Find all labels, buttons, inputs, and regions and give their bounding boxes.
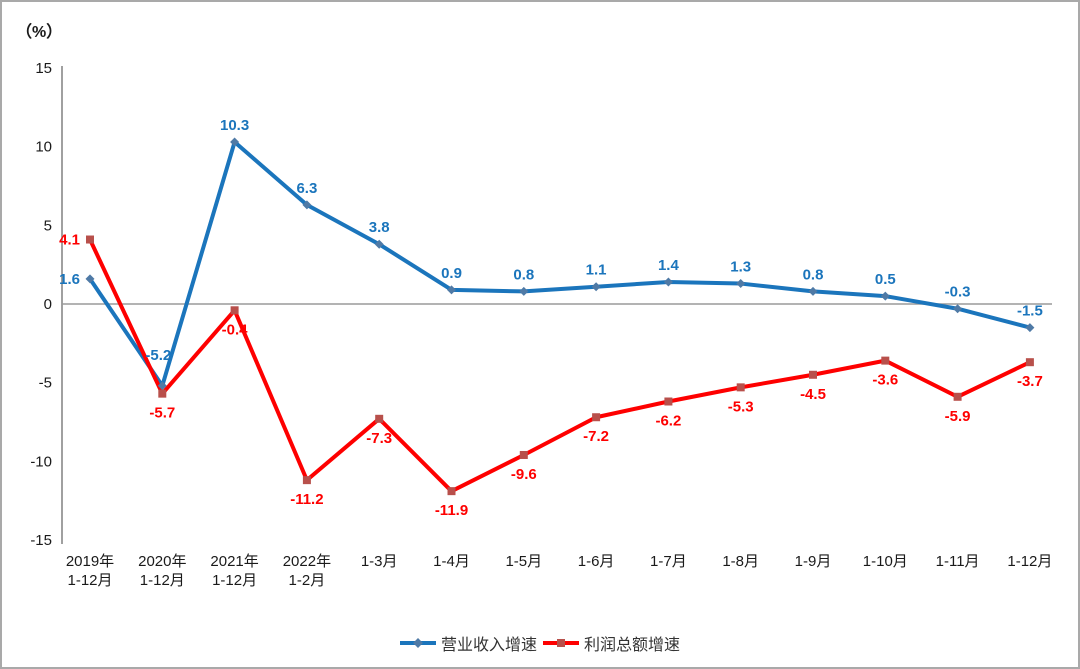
chart-legend: 营业收入增速 利润总额增速 — [2, 631, 1078, 655]
svg-text:-7.2: -7.2 — [583, 428, 609, 445]
svg-text:15: 15 — [35, 60, 52, 77]
legend-item-revenue-growth: 营业收入增速 — [399, 631, 537, 655]
svg-text:-5.7: -5.7 — [149, 405, 175, 422]
svg-text:1-5月: 1-5月 — [505, 553, 542, 570]
svg-text:0.9: 0.9 — [441, 265, 462, 282]
y-axis-unit-label: （%） — [16, 24, 63, 41]
svg-text:1-10月: 1-10月 — [863, 553, 908, 570]
svg-text:-9.6: -9.6 — [511, 466, 537, 483]
svg-text:-5: -5 — [39, 375, 52, 392]
legend-label-profit-growth: 利润总额增速 — [584, 637, 681, 654]
diamond-marker-icon — [413, 638, 423, 648]
svg-text:10: 10 — [35, 139, 52, 156]
svg-text:3.8: 3.8 — [369, 219, 390, 236]
svg-text:-3.6: -3.6 — [872, 372, 898, 389]
svg-text:5: 5 — [44, 217, 52, 234]
legend-item-profit-growth: 利润总额增速 — [543, 631, 680, 655]
svg-text:1-7月: 1-7月 — [650, 553, 687, 570]
svg-text:1-4月: 1-4月 — [433, 553, 470, 570]
svg-text:-3.7: -3.7 — [1017, 373, 1043, 390]
svg-text:-15: -15 — [30, 532, 52, 549]
svg-text:-0.3: -0.3 — [945, 284, 971, 301]
svg-text:4.1: 4.1 — [59, 232, 80, 249]
svg-text:-5.3: -5.3 — [728, 398, 754, 415]
svg-text:-6.2: -6.2 — [655, 413, 681, 430]
svg-text:10.3: 10.3 — [220, 117, 249, 134]
svg-text:2021年: 2021年 — [210, 553, 258, 570]
svg-text:1-12月: 1-12月 — [1007, 553, 1052, 570]
svg-text:1-11月: 1-11月 — [936, 553, 980, 570]
svg-text:6.3: 6.3 — [296, 180, 317, 197]
red-line-sample-icon — [543, 639, 579, 647]
svg-text:0.8: 0.8 — [803, 266, 824, 283]
svg-text:-5.2: -5.2 — [145, 347, 171, 364]
svg-text:-4.5: -4.5 — [800, 386, 826, 403]
svg-text:-1.5: -1.5 — [1017, 303, 1043, 320]
svg-text:-11.9: -11.9 — [435, 502, 468, 519]
legend-label-revenue-growth: 营业收入增速 — [440, 637, 537, 654]
svg-text:0.8: 0.8 — [513, 266, 534, 283]
svg-text:2019年: 2019年 — [66, 553, 114, 570]
svg-text:1-8月: 1-8月 — [722, 553, 759, 570]
svg-text:-5.9: -5.9 — [945, 408, 971, 425]
svg-text:2022年: 2022年 — [283, 553, 331, 570]
svg-text:1.3: 1.3 — [730, 259, 751, 276]
svg-text:1-12月: 1-12月 — [140, 572, 185, 589]
svg-text:1.6: 1.6 — [59, 271, 80, 288]
svg-text:0: 0 — [44, 296, 52, 313]
svg-text:1-3月: 1-3月 — [361, 553, 398, 570]
blue-line-sample-icon — [399, 638, 436, 648]
svg-text:-0.4: -0.4 — [222, 321, 249, 338]
svg-text:-10: -10 — [30, 453, 52, 470]
svg-text:1-2月: 1-2月 — [289, 572, 326, 589]
svg-text:-11.2: -11.2 — [290, 491, 323, 508]
svg-text:1-9月: 1-9月 — [795, 553, 832, 570]
svg-text:1-6月: 1-6月 — [578, 553, 615, 570]
svg-text:0.5: 0.5 — [875, 271, 896, 288]
svg-text:1-12月: 1-12月 — [67, 572, 112, 589]
svg-text:-7.3: -7.3 — [366, 430, 392, 447]
svg-text:1.4: 1.4 — [658, 257, 680, 274]
svg-text:1.1: 1.1 — [586, 262, 607, 279]
square-marker-icon — [557, 639, 565, 647]
svg-text:2020年: 2020年 — [138, 553, 186, 570]
svg-text:1-12月: 1-12月 — [212, 572, 257, 589]
